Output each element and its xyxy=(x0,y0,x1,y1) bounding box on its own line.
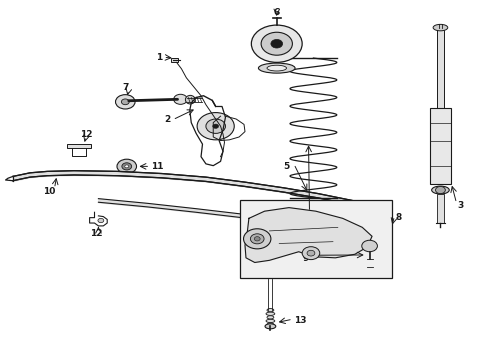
Text: 2: 2 xyxy=(165,115,171,124)
Circle shape xyxy=(117,159,137,174)
Circle shape xyxy=(362,240,377,252)
Ellipse shape xyxy=(258,63,295,73)
Circle shape xyxy=(254,237,260,241)
Ellipse shape xyxy=(267,309,274,312)
Ellipse shape xyxy=(185,95,195,104)
Ellipse shape xyxy=(265,324,276,329)
Text: 10: 10 xyxy=(44,187,56,196)
Circle shape xyxy=(116,95,135,109)
Bar xyxy=(437,30,444,108)
Circle shape xyxy=(213,124,219,129)
Ellipse shape xyxy=(265,251,276,256)
Bar xyxy=(240,201,392,278)
Circle shape xyxy=(206,119,225,134)
Circle shape xyxy=(125,165,129,168)
Text: 5: 5 xyxy=(283,162,290,171)
Ellipse shape xyxy=(267,316,274,319)
Text: 13: 13 xyxy=(294,316,306,325)
Circle shape xyxy=(250,234,264,244)
Circle shape xyxy=(244,229,271,249)
Bar xyxy=(67,144,91,148)
Circle shape xyxy=(251,25,302,62)
Polygon shape xyxy=(245,208,372,262)
Circle shape xyxy=(307,250,315,256)
Circle shape xyxy=(173,94,187,104)
Text: 4: 4 xyxy=(310,213,317,222)
Text: 9: 9 xyxy=(303,254,309,263)
Circle shape xyxy=(197,113,234,140)
Text: 11: 11 xyxy=(151,162,164,171)
Ellipse shape xyxy=(267,323,274,326)
Circle shape xyxy=(122,99,129,105)
Circle shape xyxy=(436,186,445,194)
Text: 3: 3 xyxy=(458,201,464,210)
Text: 6: 6 xyxy=(273,8,280,17)
Ellipse shape xyxy=(432,186,449,194)
Circle shape xyxy=(302,247,320,260)
Ellipse shape xyxy=(433,24,448,31)
Text: 8: 8 xyxy=(395,213,402,222)
Ellipse shape xyxy=(266,312,275,315)
Bar xyxy=(171,58,177,62)
Ellipse shape xyxy=(266,319,275,323)
Circle shape xyxy=(122,163,132,170)
Text: 12: 12 xyxy=(90,229,102,238)
Circle shape xyxy=(98,219,104,223)
Bar xyxy=(430,108,451,184)
Ellipse shape xyxy=(267,65,287,71)
Text: 1: 1 xyxy=(156,53,162,62)
Text: 7: 7 xyxy=(122,83,128,92)
Bar xyxy=(437,194,444,223)
Circle shape xyxy=(271,40,283,48)
Text: 12: 12 xyxy=(80,130,93,139)
Circle shape xyxy=(261,32,293,55)
